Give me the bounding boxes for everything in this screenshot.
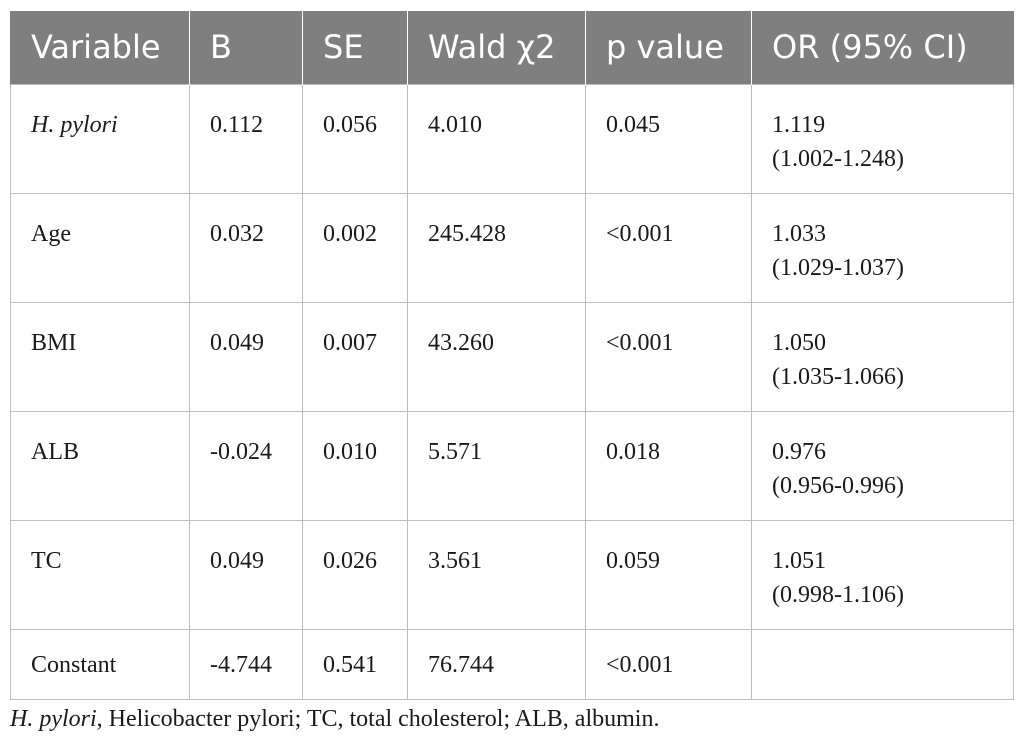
footnote-italic: H. pylori <box>10 706 97 732</box>
or-value: 0.976 <box>772 438 826 465</box>
cell-or-ci: 1.033 (1.029-1.037) <box>751 192 1014 303</box>
cell-b: 0.049 <box>189 301 303 412</box>
ci-value: (0.956-0.996) <box>772 472 904 499</box>
header-or-ci: OR (95% CI) <box>751 11 1014 84</box>
or-value: 1.051 <box>772 547 826 574</box>
ci-value: (1.035-1.066) <box>772 363 904 390</box>
cell-variable: Constant <box>10 628 190 700</box>
cell-se: 0.026 <box>302 519 408 630</box>
cell-wald: 3.561 <box>407 519 586 630</box>
cell-se: 0.007 <box>302 301 408 412</box>
cell-wald: 76.744 <box>407 628 586 700</box>
cell-or-ci: 1.050 (1.035-1.066) <box>751 301 1014 412</box>
regression-table-container: Variable B SE Wald χ2 p value OR (95% CI… <box>10 11 1014 700</box>
cell-se: 0.056 <box>302 83 408 194</box>
header-p-value: p value <box>585 11 752 84</box>
regression-table: Variable B SE Wald χ2 p value OR (95% CI… <box>10 11 1014 700</box>
or-value: 1.050 <box>772 329 826 356</box>
footnote-text: , Helicobacter pylori; TC, total cholest… <box>96 706 660 732</box>
cell-or-ci: 1.051 (0.998-1.106) <box>751 519 1014 630</box>
cell-wald: 245.428 <box>407 192 586 303</box>
or-value: 1.119 <box>772 111 826 138</box>
cell-or-ci: 1.119 (1.002-1.248) <box>751 83 1014 194</box>
header-b: B <box>189 11 303 84</box>
cell-p-value: <0.001 <box>585 301 752 412</box>
table-row: BMI 0.049 0.007 43.260 <0.001 1.050 (1.03… <box>10 301 1014 412</box>
table-footnote: H. pylori, Helicobacter pylori; TC, tota… <box>10 706 659 733</box>
cell-variable: ALB <box>10 410 190 521</box>
cell-p-value: 0.045 <box>585 83 752 194</box>
cell-p-value: 0.018 <box>585 410 752 521</box>
table-body: H. pylori 0.112 0.056 4.010 0.045 1.119 (… <box>10 83 1014 700</box>
cell-variable: H. pylori <box>10 83 190 194</box>
header-variable: Variable <box>10 11 190 84</box>
header-se: SE <box>302 11 408 84</box>
cell-b: 0.032 <box>189 192 303 303</box>
cell-b: 0.049 <box>189 519 303 630</box>
ci-value: (0.998-1.106) <box>772 581 904 608</box>
table-row: TC 0.049 0.026 3.561 0.059 1.051 (0.998-1… <box>10 519 1014 630</box>
header-row: Variable B SE Wald χ2 p value OR (95% CI… <box>10 11 1014 84</box>
cell-p-value: <0.001 <box>585 192 752 303</box>
table-header: Variable B SE Wald χ2 p value OR (95% CI… <box>10 11 1014 84</box>
header-wald: Wald χ2 <box>407 11 586 84</box>
cell-wald: 4.010 <box>407 83 586 194</box>
cell-wald: 5.571 <box>407 410 586 521</box>
ci-value: (1.002-1.248) <box>772 145 904 172</box>
table-row: Constant -4.744 0.541 76.744 <0.001 <box>10 628 1014 700</box>
cell-or-ci: 0.976 (0.956-0.996) <box>751 410 1014 521</box>
cell-variable: BMI <box>10 301 190 412</box>
table-row: H. pylori 0.112 0.056 4.010 0.045 1.119 (… <box>10 83 1014 194</box>
cell-or-ci <box>751 628 1014 700</box>
cell-variable: Age <box>10 192 190 303</box>
table-row: Age 0.032 0.002 245.428 <0.001 1.033 (1.0… <box>10 192 1014 303</box>
ci-value: (1.029-1.037) <box>772 254 904 281</box>
or-value: 1.033 <box>772 220 826 247</box>
cell-se: 0.010 <box>302 410 408 521</box>
cell-wald: 43.260 <box>407 301 586 412</box>
cell-p-value: <0.001 <box>585 628 752 700</box>
table-row: ALB -0.024 0.010 5.571 0.018 0.976 (0.956… <box>10 410 1014 521</box>
cell-b: -4.744 <box>189 628 303 700</box>
cell-b: -0.024 <box>189 410 303 521</box>
cell-p-value: 0.059 <box>585 519 752 630</box>
cell-se: 0.002 <box>302 192 408 303</box>
cell-se: 0.541 <box>302 628 408 700</box>
cell-b: 0.112 <box>189 83 303 194</box>
cell-variable: TC <box>10 519 190 630</box>
